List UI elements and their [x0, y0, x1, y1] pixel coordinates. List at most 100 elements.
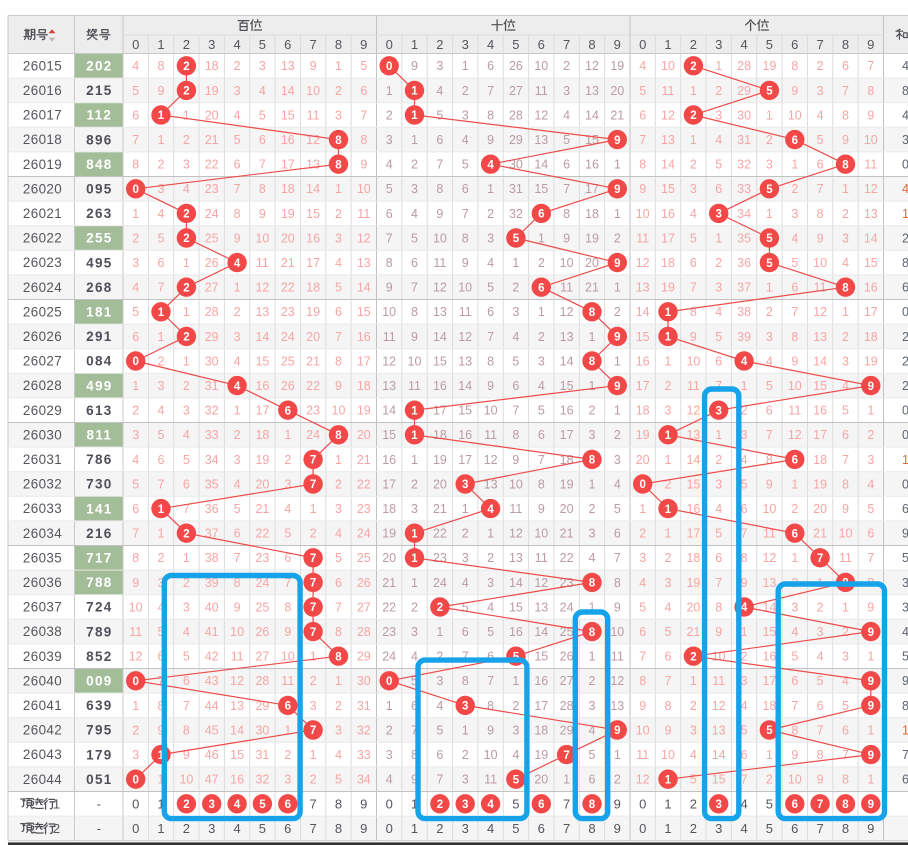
- svg-text:8: 8: [741, 551, 748, 565]
- svg-text:5: 5: [360, 59, 367, 73]
- svg-text:29: 29: [509, 133, 523, 147]
- svg-text:28: 28: [509, 108, 523, 122]
- svg-text:6: 6: [487, 305, 494, 319]
- svg-text:3: 3: [462, 701, 468, 713]
- svg-text:4: 4: [487, 256, 494, 270]
- svg-text:0: 0: [132, 774, 138, 786]
- svg-text:11: 11: [433, 256, 446, 270]
- svg-text:8: 8: [589, 578, 596, 590]
- svg-text:1: 1: [335, 674, 342, 688]
- svg-text:8: 8: [867, 84, 874, 98]
- svg-text:1: 1: [183, 108, 190, 122]
- svg-text:0: 0: [902, 477, 908, 491]
- svg-text:12: 12: [382, 354, 396, 368]
- svg-text:23: 23: [255, 551, 269, 565]
- svg-text:8: 8: [639, 158, 646, 172]
- svg-text:6: 6: [487, 59, 494, 73]
- svg-text:33: 33: [737, 182, 751, 196]
- svg-text:7: 7: [335, 330, 342, 344]
- svg-text:12: 12: [357, 231, 371, 245]
- svg-text:16: 16: [458, 428, 472, 442]
- svg-text:5: 5: [234, 133, 241, 147]
- svg-text:095: 095: [86, 182, 112, 197]
- svg-text:6: 6: [158, 453, 165, 467]
- svg-text:3: 3: [284, 773, 291, 787]
- svg-text:2: 2: [817, 59, 824, 73]
- svg-text:6: 6: [284, 821, 291, 836]
- svg-text:8: 8: [563, 207, 570, 221]
- svg-text:26: 26: [560, 650, 574, 664]
- svg-text:5: 5: [817, 133, 824, 147]
- svg-text:9: 9: [614, 821, 621, 836]
- svg-text:9: 9: [868, 799, 874, 811]
- svg-text:7: 7: [310, 627, 316, 639]
- svg-text:9: 9: [614, 332, 620, 344]
- svg-text:21: 21: [205, 133, 219, 147]
- svg-text:26019: 26019: [23, 157, 62, 172]
- svg-text:11: 11: [839, 551, 852, 565]
- svg-text:4: 4: [411, 207, 418, 221]
- svg-text:9: 9: [310, 59, 317, 73]
- svg-text:5: 5: [512, 37, 519, 52]
- svg-text:6: 6: [715, 551, 722, 565]
- svg-text:4: 4: [867, 477, 874, 491]
- svg-text:3: 3: [208, 799, 214, 811]
- svg-text:10: 10: [636, 207, 650, 221]
- svg-text:7: 7: [817, 799, 823, 811]
- svg-text:9: 9: [512, 453, 519, 467]
- svg-text:6: 6: [741, 502, 748, 516]
- svg-text:3: 3: [158, 182, 165, 196]
- svg-text:6: 6: [386, 207, 393, 221]
- svg-text:14: 14: [534, 158, 548, 172]
- svg-text:1: 1: [411, 576, 418, 590]
- svg-text:8: 8: [589, 455, 596, 467]
- svg-text:6: 6: [285, 405, 291, 417]
- svg-text:291: 291: [86, 329, 112, 344]
- svg-text:39: 39: [205, 576, 219, 590]
- svg-text:29: 29: [560, 723, 574, 737]
- svg-text:5: 5: [639, 600, 646, 614]
- svg-text:7: 7: [791, 305, 798, 319]
- svg-text:7: 7: [817, 553, 823, 565]
- svg-text:10: 10: [484, 404, 498, 418]
- svg-text:7: 7: [335, 600, 342, 614]
- svg-text:4: 4: [132, 281, 139, 295]
- svg-text:11: 11: [864, 158, 877, 172]
- svg-text:1: 1: [766, 108, 773, 122]
- svg-text:18: 18: [864, 330, 878, 344]
- svg-text:2: 2: [462, 84, 469, 98]
- svg-text:8: 8: [487, 699, 494, 713]
- svg-text:26025: 26025: [23, 304, 62, 319]
- svg-text:29: 29: [357, 650, 371, 664]
- svg-text:2: 2: [436, 37, 443, 52]
- svg-text:26033: 26033: [23, 501, 62, 516]
- svg-text:2: 2: [842, 330, 849, 344]
- svg-text:22: 22: [205, 158, 219, 172]
- svg-text:9: 9: [158, 84, 165, 98]
- svg-text:848: 848: [86, 157, 112, 172]
- svg-text:1: 1: [158, 773, 165, 787]
- svg-text:1: 1: [766, 207, 773, 221]
- svg-text:34: 34: [357, 773, 371, 787]
- svg-text:3: 3: [589, 527, 596, 541]
- svg-text:5: 5: [158, 428, 165, 442]
- svg-text:7: 7: [158, 281, 165, 295]
- svg-text:7: 7: [310, 578, 316, 590]
- svg-text:5: 5: [335, 551, 342, 565]
- svg-text:16: 16: [534, 674, 548, 688]
- svg-text:6: 6: [234, 527, 241, 541]
- svg-text:9: 9: [284, 625, 291, 639]
- svg-text:14: 14: [813, 354, 827, 368]
- svg-text:46: 46: [205, 748, 219, 762]
- svg-text:8: 8: [902, 699, 908, 713]
- svg-text:9: 9: [715, 625, 722, 639]
- svg-text:8: 8: [589, 627, 596, 639]
- svg-text:19: 19: [762, 59, 776, 73]
- svg-text:2: 2: [234, 428, 241, 442]
- svg-text:29: 29: [205, 330, 219, 344]
- svg-text:18: 18: [205, 59, 219, 73]
- svg-text:9: 9: [614, 37, 621, 52]
- svg-text:1: 1: [741, 379, 748, 393]
- svg-text:7: 7: [665, 674, 672, 688]
- svg-text:7: 7: [309, 37, 316, 52]
